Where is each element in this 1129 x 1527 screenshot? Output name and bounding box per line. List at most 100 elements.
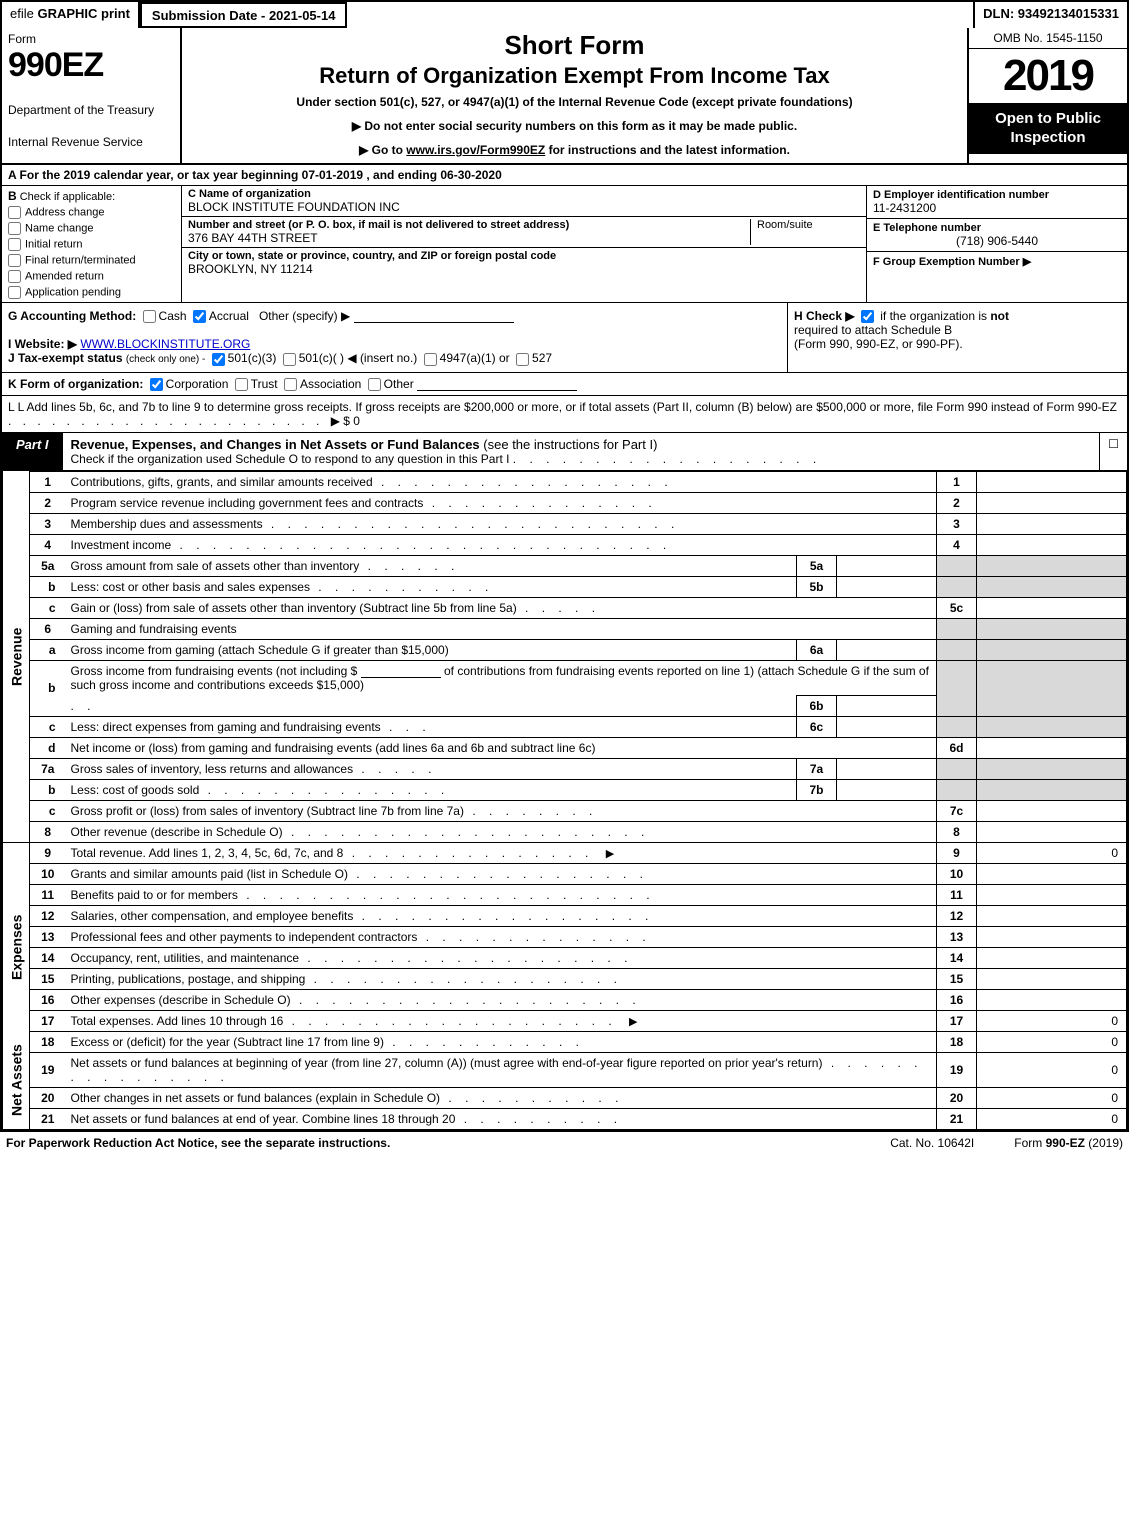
chk-final-return-box[interactable] <box>8 254 21 267</box>
l6d-desc: Net income or (loss) from gaming and fun… <box>66 737 937 758</box>
city-lbl: City or town, state or province, country… <box>188 250 860 262</box>
l6-desc: Gaming and fundraising events <box>66 618 937 639</box>
l9-desc2-t: Add lines 1, 2, 3, 4, 5c, 6d, 7c, and 8 <box>146 846 343 860</box>
lbl-501c3: 501(c)(3) <box>228 351 277 365</box>
chk-association[interactable] <box>284 378 297 391</box>
chk-501c3[interactable] <box>212 353 225 366</box>
chk-corporation[interactable] <box>150 378 163 391</box>
line-9: 9 Total revenue. Add lines 1, 2, 3, 4, 5… <box>3 842 1127 863</box>
l15-amt <box>977 968 1127 989</box>
l5a-inner: 5a <box>797 555 837 576</box>
line-10: Expenses 10 Grants and similar amounts p… <box>3 863 1127 884</box>
sidelabel-expenses: Expenses <box>3 863 30 1031</box>
l11-desc: Benefits paid to or for members . . . . … <box>66 884 937 905</box>
line-11: 11 Benefits paid to or for members . . .… <box>3 884 1127 905</box>
instr-goto-pre: ▶ Go to <box>359 143 406 157</box>
l7c-no: c <box>30 800 66 821</box>
l16-no: 16 <box>30 989 66 1010</box>
website-link[interactable]: WWW.BLOCKINSTITUTE.ORG <box>80 337 250 351</box>
org-name-row: C Name of organization BLOCK INSTITUTE F… <box>182 186 866 217</box>
l5c-num: 5c <box>937 597 977 618</box>
l9-side-end <box>3 842 30 863</box>
ein-val: 11-2431200 <box>873 201 1121 215</box>
open-to-public: Open to Public Inspection <box>969 104 1127 154</box>
form-label: Form <box>8 32 174 46</box>
l18-num: 18 <box>937 1031 977 1052</box>
chk-trust[interactable] <box>235 378 248 391</box>
chk-application-pending-lbl: Application pending <box>25 286 121 298</box>
l6b-dots: . . <box>66 695 797 716</box>
h-not: not <box>990 309 1009 323</box>
chk-527[interactable] <box>516 353 529 366</box>
l12-no: 12 <box>30 905 66 926</box>
tax-year: 2019 <box>969 49 1127 104</box>
l9-amt: 0 <box>977 842 1127 863</box>
irs-link[interactable]: www.irs.gov/Form990EZ <box>406 143 545 157</box>
chk-amended-return-lbl: Amended return <box>25 270 104 282</box>
other-specify-field[interactable] <box>354 309 514 323</box>
lbl-other-org: Other <box>384 377 414 391</box>
l21-desc-t: Net assets or fund balances at end of ye… <box>71 1112 456 1126</box>
chk-amended-return-box[interactable] <box>8 270 21 283</box>
chk-name-change-box[interactable] <box>8 222 21 235</box>
chk-amended-return: Amended return <box>8 270 175 283</box>
section-l: L L Add lines 5b, 6c, and 7b to line 9 t… <box>2 396 1127 433</box>
chk-address-change-box[interactable] <box>8 206 21 219</box>
city-row: City or town, state or province, country… <box>182 248 866 278</box>
l5b-innerval <box>837 576 937 597</box>
l19-amt: 0 <box>977 1052 1127 1087</box>
l6b-contrib-field[interactable] <box>361 664 441 678</box>
l21-amt: 0 <box>977 1108 1127 1129</box>
l7a-inner: 7a <box>797 758 837 779</box>
chk-accrual[interactable] <box>193 310 206 323</box>
chk-501c[interactable] <box>283 353 296 366</box>
chk-cash[interactable] <box>143 310 156 323</box>
i-label: I Website: ▶ <box>8 337 77 351</box>
chk-initial-return-box[interactable] <box>8 238 21 251</box>
title-return: Return of Organization Exempt From Incom… <box>188 63 961 89</box>
lbl-association: Association <box>300 377 361 391</box>
l15-desc-t: Printing, publications, postage, and shi… <box>71 972 306 986</box>
l10-desc-t: Grants and similar amounts paid (list in… <box>71 867 348 881</box>
chk-schedule-b[interactable] <box>861 310 874 323</box>
part1-checkline-text: Check if the organization used Schedule … <box>71 452 510 466</box>
chk-4947[interactable] <box>424 353 437 366</box>
line-20: 20 Other changes in net assets or fund b… <box>3 1087 1127 1108</box>
line-15: 15 Printing, publications, postage, and … <box>3 968 1127 989</box>
l6a-inner: 6a <box>797 639 837 660</box>
line-6b: b Gross income from fundraising events (… <box>3 660 1127 695</box>
l6c-inner: 6c <box>797 716 837 737</box>
chk-final-return: Final return/terminated <box>8 254 175 267</box>
l11-no: 11 <box>30 884 66 905</box>
l10-desc: Grants and similar amounts paid (list in… <box>66 863 937 884</box>
l7c-desc: Gross profit or (loss) from sales of inv… <box>66 800 937 821</box>
chk-name-change: Name change <box>8 222 175 235</box>
l6b-inner: 6b <box>797 695 837 716</box>
l3-num: 3 <box>937 513 977 534</box>
l6c-num <box>937 716 977 737</box>
chk-application-pending-box[interactable] <box>8 286 21 299</box>
part1-title-note: (see the instructions for Part I) <box>483 437 657 452</box>
l6b-amt <box>977 660 1127 716</box>
part1-tab: Part I <box>2 433 63 470</box>
header: Form 990EZ Department of the Treasury In… <box>2 28 1127 165</box>
l15-desc: Printing, publications, postage, and shi… <box>66 968 937 989</box>
l12-amt <box>977 905 1127 926</box>
row-g-h: G Accounting Method: Cash Accrual Other … <box>2 303 1127 373</box>
footer-right-pre: Form <box>1014 1136 1045 1150</box>
l14-amt <box>977 947 1127 968</box>
l20-num: 20 <box>937 1087 977 1108</box>
l6a-innerval <box>837 639 937 660</box>
l3-desc-t: Membership dues and assessments <box>71 517 263 531</box>
line-13: 13 Professional fees and other payments … <box>3 926 1127 947</box>
group-exemption-cell: F Group Exemption Number ▶ <box>867 252 1127 302</box>
g-label: G Accounting Method: <box>8 309 136 323</box>
line-21: 21 Net assets or fund balances at end of… <box>3 1108 1127 1129</box>
l1-no: 1 <box>30 471 66 492</box>
chk-other-org[interactable] <box>368 378 381 391</box>
identity-block: B Check if applicable: Address change Na… <box>2 186 1127 303</box>
form-number: 990EZ <box>8 46 174 85</box>
l6c-innerval <box>837 716 937 737</box>
l3-no: 3 <box>30 513 66 534</box>
other-org-field[interactable] <box>417 377 577 391</box>
